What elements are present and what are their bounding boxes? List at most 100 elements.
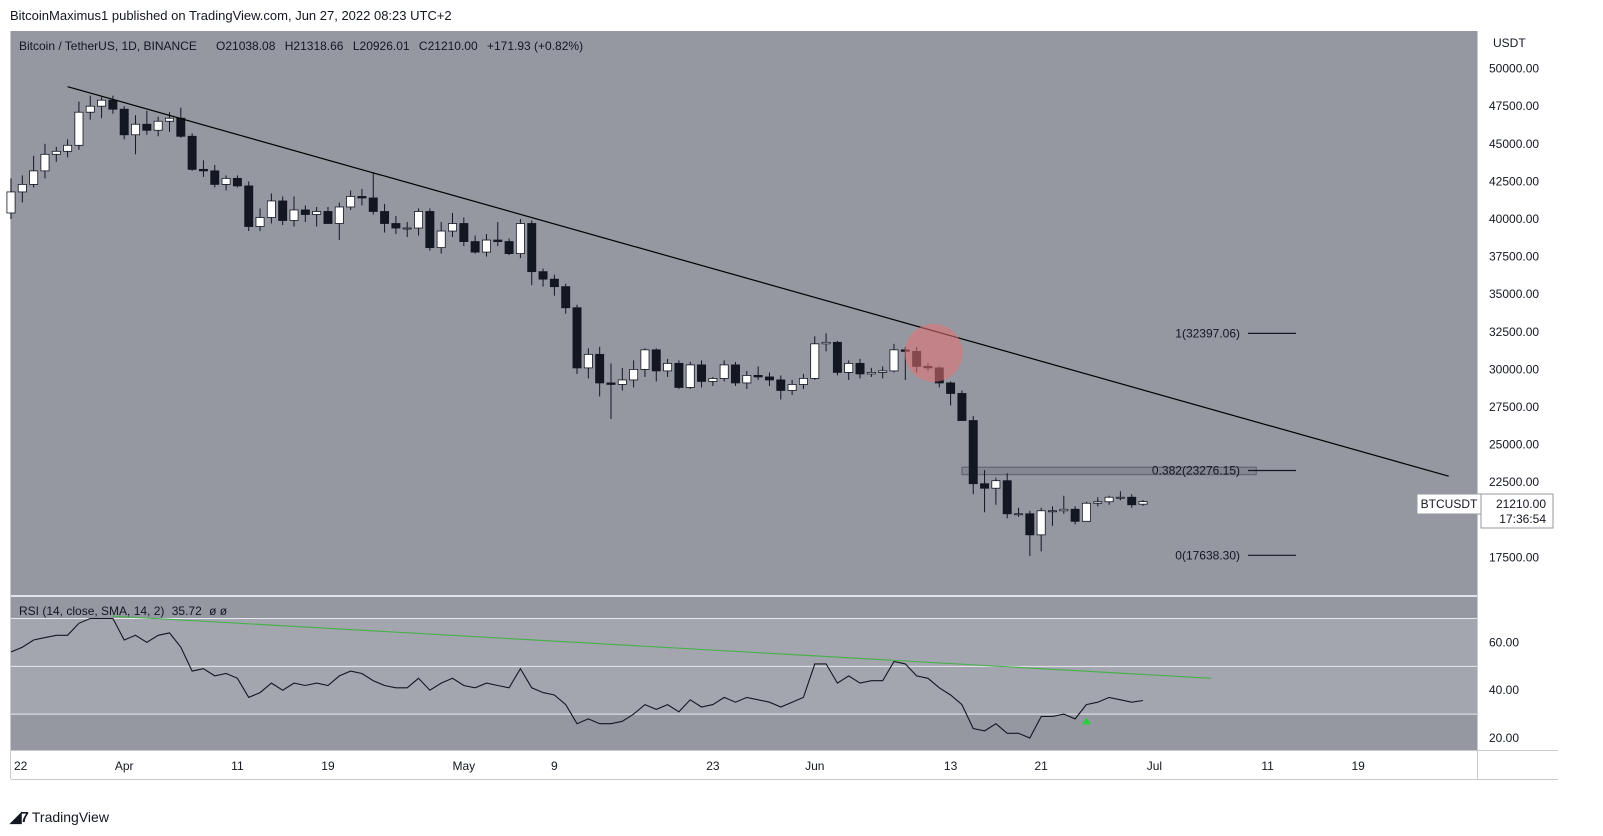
candle [289,196,299,227]
price-badge-value: 21210.00 [1496,497,1546,511]
candle-body [470,241,480,253]
candle-body [980,483,990,489]
candle-body [719,364,729,379]
candle-body [17,184,27,193]
time-axis-tick: 23 [706,759,720,773]
candle [334,202,344,241]
candle [708,376,718,386]
price-pane[interactable] [11,31,1477,595]
time-axis-tick: 9 [551,759,558,773]
candle-body [436,230,446,248]
candle [278,196,288,226]
candle [346,190,356,210]
candle-body [198,168,208,172]
candle-body [1115,496,1125,499]
candle-body [1138,501,1148,505]
time-axis[interactable] [11,751,1477,779]
candle-body [1093,501,1103,504]
candle [1138,499,1148,506]
candle-body [708,378,718,382]
published-by-text: BitcoinMaximus1 published on TradingView… [10,8,452,23]
descending-resistance-line[interactable] [67,86,1449,477]
candle [980,470,990,513]
price-axis-tick: 35000.00 [1489,287,1539,301]
candle [968,416,978,495]
candle [300,205,310,223]
tradingview-logo[interactable]: ◢7 TradingView [10,808,109,826]
candle-body [300,209,310,215]
candle [481,234,491,257]
candle [448,212,457,238]
candle [946,381,956,406]
candle-body [957,393,967,421]
candle [810,336,820,380]
candle [787,379,797,395]
candle-body [674,362,684,388]
price-axis-tick: 40000.00 [1489,212,1539,226]
candle [198,160,208,177]
price-axis[interactable] [1478,31,1558,750]
candle [538,268,548,287]
candle-body [832,341,842,373]
candle-body [312,211,322,215]
candle [74,101,84,150]
candle [402,222,412,238]
candle [1104,495,1114,505]
candle [470,235,480,254]
candle-body [504,241,514,254]
candle-body [991,480,1001,489]
candle-body [448,223,457,232]
candle-body [889,349,899,372]
rsi-descending-trendline[interactable] [112,615,1212,679]
candle [1002,473,1012,519]
candle-body [346,196,356,208]
candle-body [119,108,129,136]
candle-body [1081,502,1091,522]
candle [866,367,876,377]
candle [1059,495,1069,514]
candle-body [606,382,616,385]
legend-open-label: O [216,39,225,53]
candle-body [549,278,559,288]
candle [51,146,61,162]
candle-body [855,362,865,375]
candle-body [640,349,650,370]
candle-body [131,123,141,136]
candle-body [391,223,401,229]
candle-body [878,370,888,373]
candle-body [561,286,571,309]
candle-body [108,99,118,110]
candle-body [1070,508,1080,522]
rejection-highlight-circle [904,323,963,382]
legend-symbol: Bitcoin / TetherUS, 1D, BINANCE [19,39,197,53]
time-axis-tick: 19 [1351,759,1365,773]
price-axis-tick: 17500.00 [1489,550,1539,564]
candle-body [74,111,84,146]
price-axis-tick: 50000.00 [1489,62,1539,76]
candle-body [844,362,854,373]
candle [561,283,571,314]
time-axis-tick: Apr [115,759,134,773]
candle-body [425,211,435,248]
candle [368,172,378,215]
axis-unit-label: USDT [1493,36,1526,50]
candle [1115,491,1125,501]
candle [1081,501,1091,522]
legend-open-value: 21038.08 [225,39,275,53]
candle [855,358,865,379]
candle-body [629,368,639,381]
legend-high-label: H [285,39,294,53]
candle-body [1048,510,1057,513]
legend-high-value: 21318.66 [293,39,343,53]
candle [108,95,118,114]
candle-body [1036,510,1046,536]
candle [685,361,695,389]
candle [719,360,729,382]
price-axis-tick: 25000.00 [1489,438,1539,452]
candle [187,133,197,171]
price-axis-tick: 47500.00 [1489,99,1539,113]
svg-text:RSI (14, close, SMA, 14, 2): RSI (14, close, SMA, 14, 2) 35.72 ø ø [19,604,228,618]
candle [753,366,763,380]
candle-body [402,227,412,230]
